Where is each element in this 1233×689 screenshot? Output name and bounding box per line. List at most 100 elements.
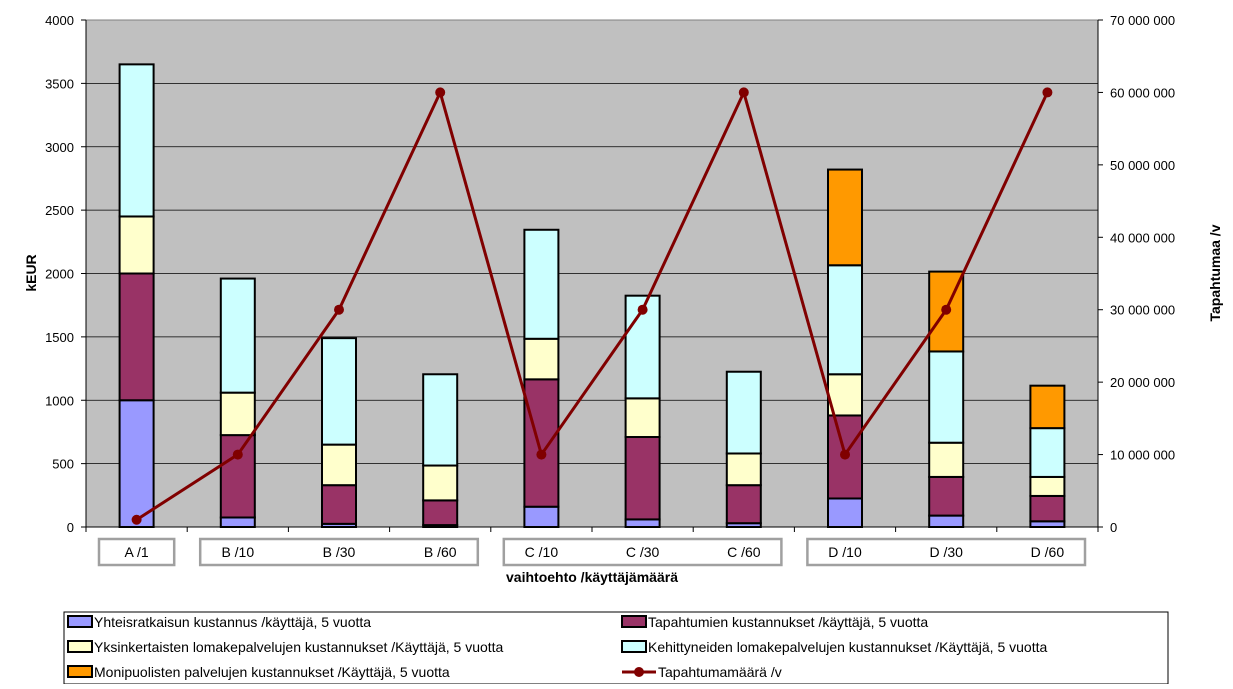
x-category-label: D /30 (929, 544, 963, 560)
bar-segment (118, 63, 155, 218)
x-axis-label: vaihtoehto /käyttäjämäärä (506, 569, 678, 585)
y2-axis-label: Tapahtumaa /v (1207, 224, 1223, 321)
x-category-label: C /30 (626, 544, 660, 560)
legend-label: Tapahtumamäärä /v (658, 664, 782, 680)
line-point (840, 449, 850, 460)
bar-segment (118, 399, 155, 528)
line-point (637, 304, 648, 315)
bar-segment (1029, 475, 1066, 497)
legend-label: Tapahtumien kustannukset /käyttäjä, 5 vu… (648, 614, 928, 630)
bar-segment (118, 215, 155, 275)
bar-segment (1029, 427, 1066, 478)
y2-axis-ticks: 0 10 000 000 20 000 000 30 000 000 40 000 00… (1097, 13, 1175, 535)
y-axis-label: kEUR (23, 254, 39, 291)
legend-line-marker (634, 667, 644, 677)
bar-segment (1029, 384, 1066, 430)
x-category-label: B /30 (323, 544, 356, 560)
x-category-label: C /10 (525, 544, 559, 560)
y-tick-label: 2500 (45, 203, 74, 218)
bar-segment (725, 452, 762, 487)
category-group-box (198, 537, 480, 567)
line-point (232, 449, 243, 460)
bar-segment (118, 272, 155, 402)
y-tick-label: 3000 (45, 140, 74, 155)
y-tick-label: 500 (52, 457, 74, 472)
y2-tick-label: 10 000 000 (1110, 448, 1175, 463)
y2-tick-label: 40 000 000 (1110, 230, 1175, 245)
x-axis-categories: A /1 B /10 B /30 B /60 C /10 C /30 C /60 D /10 D… (85, 526, 1099, 567)
x-category-label: B /60 (424, 544, 457, 560)
line-series-group (131, 87, 1053, 525)
bar-segment (624, 518, 661, 529)
bar-segment (219, 516, 256, 529)
bar-segment (219, 277, 256, 394)
x-category-label: A /1 (125, 544, 149, 560)
category-group-box (806, 537, 1087, 567)
legend-label: Yksinkertaisten lomakepalvelujen kustann… (94, 639, 504, 655)
legend-swatch (67, 615, 93, 628)
bar-segment (1029, 494, 1066, 523)
bar-segment (523, 337, 560, 381)
bar-segment (321, 337, 357, 446)
line-point (1042, 87, 1053, 98)
bar-segment (928, 514, 965, 529)
bar-segment (321, 484, 357, 525)
bar-segment (827, 497, 863, 529)
y2-tick-label: 70 000 000 (1110, 13, 1175, 28)
bar-segment (219, 391, 256, 437)
bar-segment (928, 441, 965, 478)
legend-label: Kehittyneiden lomakepalvelujen kustannuk… (648, 639, 1047, 655)
line-point (131, 514, 142, 525)
y-tick-label: 0 (67, 520, 74, 535)
line-point (536, 449, 547, 460)
y-tick-label: 2000 (45, 267, 74, 282)
line-point (941, 304, 952, 315)
y2-tick-label: 60 000 000 (1110, 85, 1175, 100)
legend-label: Monipuolisten palvelujen kustannukset /K… (94, 664, 450, 680)
legend: Yhteisratkaisun kustannus /käyttäjä, 5 v… (63, 611, 1169, 685)
y2-tick-label: 30 000 000 (1110, 303, 1175, 318)
bar-segment (624, 397, 661, 439)
y-tick-label: 1000 (45, 393, 74, 408)
bar-segment (422, 464, 459, 502)
bar-segment (321, 443, 357, 487)
bar-segment (827, 264, 863, 376)
y-axis-ticks: 0 500 1000 1500 2000 2500 3000 3500 4000 (45, 13, 87, 535)
line-point (738, 87, 749, 98)
x-category-label: C /60 (727, 544, 761, 560)
y2-tick-label: 50 000 000 (1110, 158, 1175, 173)
bar-segment (523, 228, 560, 340)
bar-segment (422, 373, 459, 467)
bar-segment (219, 434, 256, 519)
legend-swatch (67, 640, 93, 653)
bar-segment (928, 350, 965, 444)
bar-segment (827, 168, 863, 267)
legend-swatch (621, 615, 647, 628)
legend-swatch (67, 665, 93, 678)
x-category-label: D /60 (1031, 544, 1065, 560)
line-point (334, 304, 344, 315)
bar-segment (624, 436, 661, 521)
bar-segment (725, 370, 762, 455)
legend-box (63, 611, 1169, 685)
line-point (435, 87, 446, 98)
legend-swatch (621, 640, 647, 653)
y2-tick-label: 0 (1110, 520, 1117, 535)
legend-label: Yhteisratkaisun kustannus /käyttäjä, 5 v… (94, 614, 371, 630)
category-group-box (97, 537, 176, 567)
bar-segment (422, 499, 459, 527)
y-tick-label: 3500 (45, 76, 74, 91)
bar-segment (725, 484, 762, 525)
x-category-label: B /10 (221, 544, 254, 560)
y-tick-label: 1500 (45, 330, 74, 345)
bar-segment (928, 475, 965, 517)
x-category-label: D /10 (828, 544, 862, 560)
bar-segment (523, 378, 560, 508)
line-series-path (135, 88, 1049, 522)
y-tick-label: 4000 (45, 13, 74, 28)
category-group-box (502, 537, 783, 567)
y2-tick-label: 20 000 000 (1110, 375, 1175, 390)
bar-segment (523, 505, 560, 529)
